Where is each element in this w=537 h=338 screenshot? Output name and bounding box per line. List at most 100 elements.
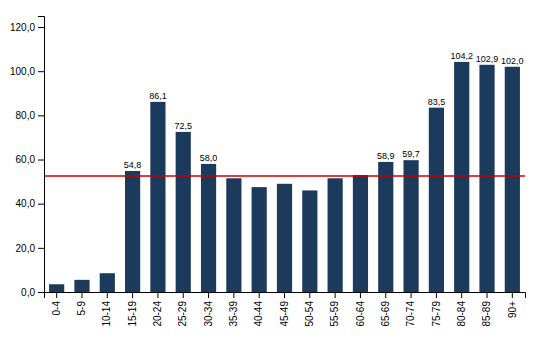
y-tick: 80,0 [16,110,44,121]
bar [125,171,140,292]
x-tick-label: 65-69 [380,301,391,327]
x-tick: 85-89 [481,292,492,327]
y-tick-label: 20,0 [16,243,36,254]
x-tick: 80-84 [456,292,467,327]
data-label: 102,0 [501,56,524,66]
x-tick: 75-79 [431,292,442,327]
x-tick-label: 25-29 [177,301,188,327]
reference-line [44,175,525,177]
bar [302,190,317,292]
x-tick: 65-69 [380,292,391,327]
y-tick: 60,0 [16,154,44,165]
x-tick-label: 80-84 [456,301,467,327]
data-label: 72,5 [174,121,192,131]
x-tick-label: 50-54 [304,301,315,327]
x-tick: 35-39 [228,292,239,327]
y-tick-label: 0,0 [21,287,35,298]
y-tick: 120,0 [10,22,44,33]
x-tick-mark [284,292,285,298]
x-axis-line [45,293,526,299]
x-tick: 90+ [507,292,518,318]
data-label: 102,9 [476,54,499,64]
x-tick-mark [81,292,82,298]
x-tick-mark [56,292,57,298]
x-tick-label: 55-59 [329,301,340,327]
x-tick-mark [512,292,513,298]
y-tick-mark [38,115,44,116]
x-tick-mark [183,292,184,298]
x-tick-label: 75-79 [431,301,442,327]
bar [479,65,494,292]
x-tick-label: 70-74 [405,301,416,327]
x-tick-label: 5-9 [76,301,87,316]
y-axis: 0,0 20,0 40,0 60,0 80,0 100,0 120,0 [10,17,45,298]
x-tick-label: 20-24 [152,301,163,327]
y-tick: 20,0 [16,243,44,254]
x-tick: 15-19 [127,292,138,327]
y-tick: 0,0 [21,287,44,298]
bar [226,178,241,292]
x-tick-mark [233,292,234,298]
x-tick-label: 30-34 [203,301,214,327]
x-tick-mark [208,292,209,298]
chart-svg: 0,0 20,0 40,0 60,0 80,0 100,0 120,0 0-4 5-9 10-14… [0,0,537,338]
x-tick: 70-74 [405,292,416,327]
y-tick-label: 60,0 [16,154,36,165]
data-label: 104,2 [450,51,473,61]
data-label: 83,5 [428,97,446,107]
x-tick-label: 45-49 [279,301,290,327]
x-tick-mark [335,292,336,298]
y-tick-mark [38,292,44,293]
x-tick-mark [461,292,462,298]
bar [505,67,520,292]
y-tick-mark [38,27,44,28]
x-tick-label: 85-89 [481,301,492,327]
bar [252,187,267,292]
x-tick: 45-49 [279,292,290,327]
x-tick-label: 0-4 [51,301,62,316]
x-tick-label: 60-64 [355,301,366,327]
x-tick-mark [360,292,361,298]
y-axis-line [38,17,45,293]
x-tick-label: 90+ [507,301,518,318]
y-tick: 40,0 [16,198,44,209]
y-tick-label: 80,0 [16,110,36,121]
x-tick-mark [157,292,158,298]
x-tick-label: 10-14 [101,301,112,327]
plot: 0,0 20,0 40,0 60,0 80,0 100,0 120,0 0-4 5-9 10-14… [10,17,526,327]
x-tick-mark [487,292,488,298]
data-label: 58,9 [377,151,395,161]
x-tick-mark [411,292,412,298]
bar [277,184,292,292]
y-tick-mark [38,204,44,205]
data-label: 86,1 [149,91,167,101]
x-tick: 10-14 [101,292,112,327]
bar [150,102,165,292]
x-tick: 50-54 [304,292,315,327]
x-tick-mark [385,292,386,298]
bar [429,108,444,292]
x-tick-label: 15-19 [127,301,138,327]
x-tick-label: 35-39 [228,301,239,327]
x-tick: 0-4 [51,292,62,315]
bar [74,280,89,292]
x-tick-mark [107,292,108,298]
bar [100,273,115,292]
bar [328,178,343,292]
bar [49,284,64,292]
y-tick-mark [38,160,44,161]
bar [353,175,368,292]
x-tick: 60-64 [355,292,366,327]
x-tick-mark [132,292,133,298]
y-tick-label: 100,0 [10,66,35,77]
y-tick-mark [38,248,44,249]
bar [176,132,191,292]
data-label: 54,8 [124,160,142,170]
x-tick-mark [259,292,260,298]
marks [44,62,525,292]
x-tick: 40-44 [253,292,264,327]
bar [454,62,469,292]
x-tick: 20-24 [152,292,163,327]
data-label: 58,0 [200,153,218,163]
x-axis: 0-4 5-9 10-14 15-19 20-24 25-29 30-34 35-39 40-4… [45,292,526,327]
